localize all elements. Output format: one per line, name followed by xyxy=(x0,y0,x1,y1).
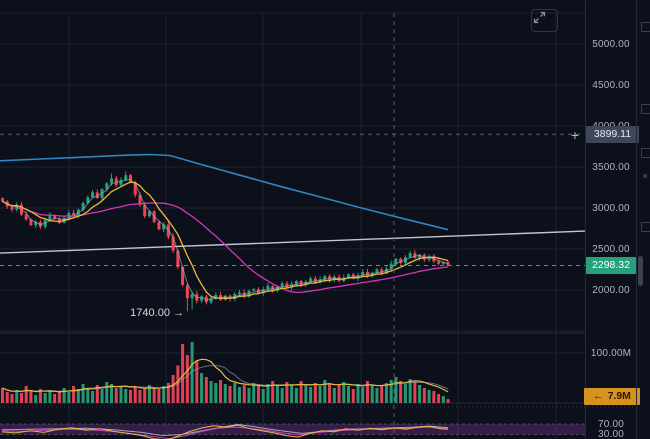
rsi-tick-label: 70.00 xyxy=(597,418,625,430)
add-alert-plus-button[interactable]: + xyxy=(570,127,580,143)
last-price-value: 2298.32 xyxy=(592,259,630,271)
last-price-badge: 2298.32 xyxy=(586,257,636,274)
volume-badge-value: 7.9M xyxy=(607,390,631,402)
right-toolbar xyxy=(636,0,650,439)
price-tick-label: 2000.00 xyxy=(592,284,630,296)
price-tick-label: 3500.00 xyxy=(592,161,630,173)
price-tick-label: 5000.00 xyxy=(592,38,630,50)
left-arrow-icon: ← xyxy=(593,390,604,402)
crosshair-price-value: 3899.11 xyxy=(593,128,632,140)
fullscreen-button[interactable] xyxy=(531,9,558,32)
candles-layer xyxy=(1,171,450,312)
price-tick-label: 3000.00 xyxy=(592,202,630,214)
panel-dot-icon[interactable] xyxy=(643,174,647,178)
volume-badge: ← 7.9M xyxy=(584,388,640,405)
price-tick-label: 2500.00 xyxy=(592,243,630,255)
panel-icon-4[interactable] xyxy=(641,222,650,232)
scrollbar-thumb[interactable] xyxy=(638,256,643,286)
crosshair-price-badge: 3899.11 xyxy=(586,126,639,143)
expand-icon xyxy=(533,11,546,24)
volume-layer xyxy=(1,342,450,403)
rsi-tick-label: 30.00 xyxy=(597,429,625,439)
panel-icon-1[interactable] xyxy=(641,22,650,32)
volume-tick-label: 100.00M xyxy=(590,347,632,359)
panel-icon-2[interactable] xyxy=(641,104,650,114)
price-tick-label: 4500.00 xyxy=(592,79,630,91)
panel-icon-3[interactable] xyxy=(641,148,650,158)
low-price-annotation: 1740.00 → xyxy=(130,307,184,319)
